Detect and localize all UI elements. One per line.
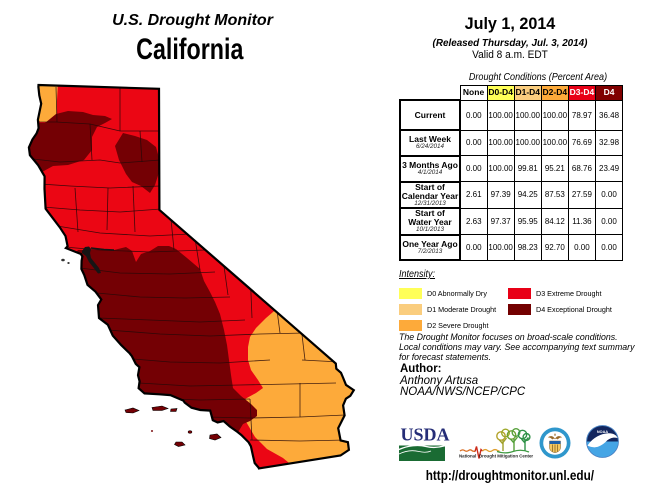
svg-text:Drought Mitigation Center: Drought Mitigation Center bbox=[479, 454, 533, 459]
svg-text:NOAA: NOAA bbox=[597, 430, 608, 434]
svg-text:USDA: USDA bbox=[401, 425, 450, 445]
svg-text:National: National bbox=[459, 454, 476, 459]
